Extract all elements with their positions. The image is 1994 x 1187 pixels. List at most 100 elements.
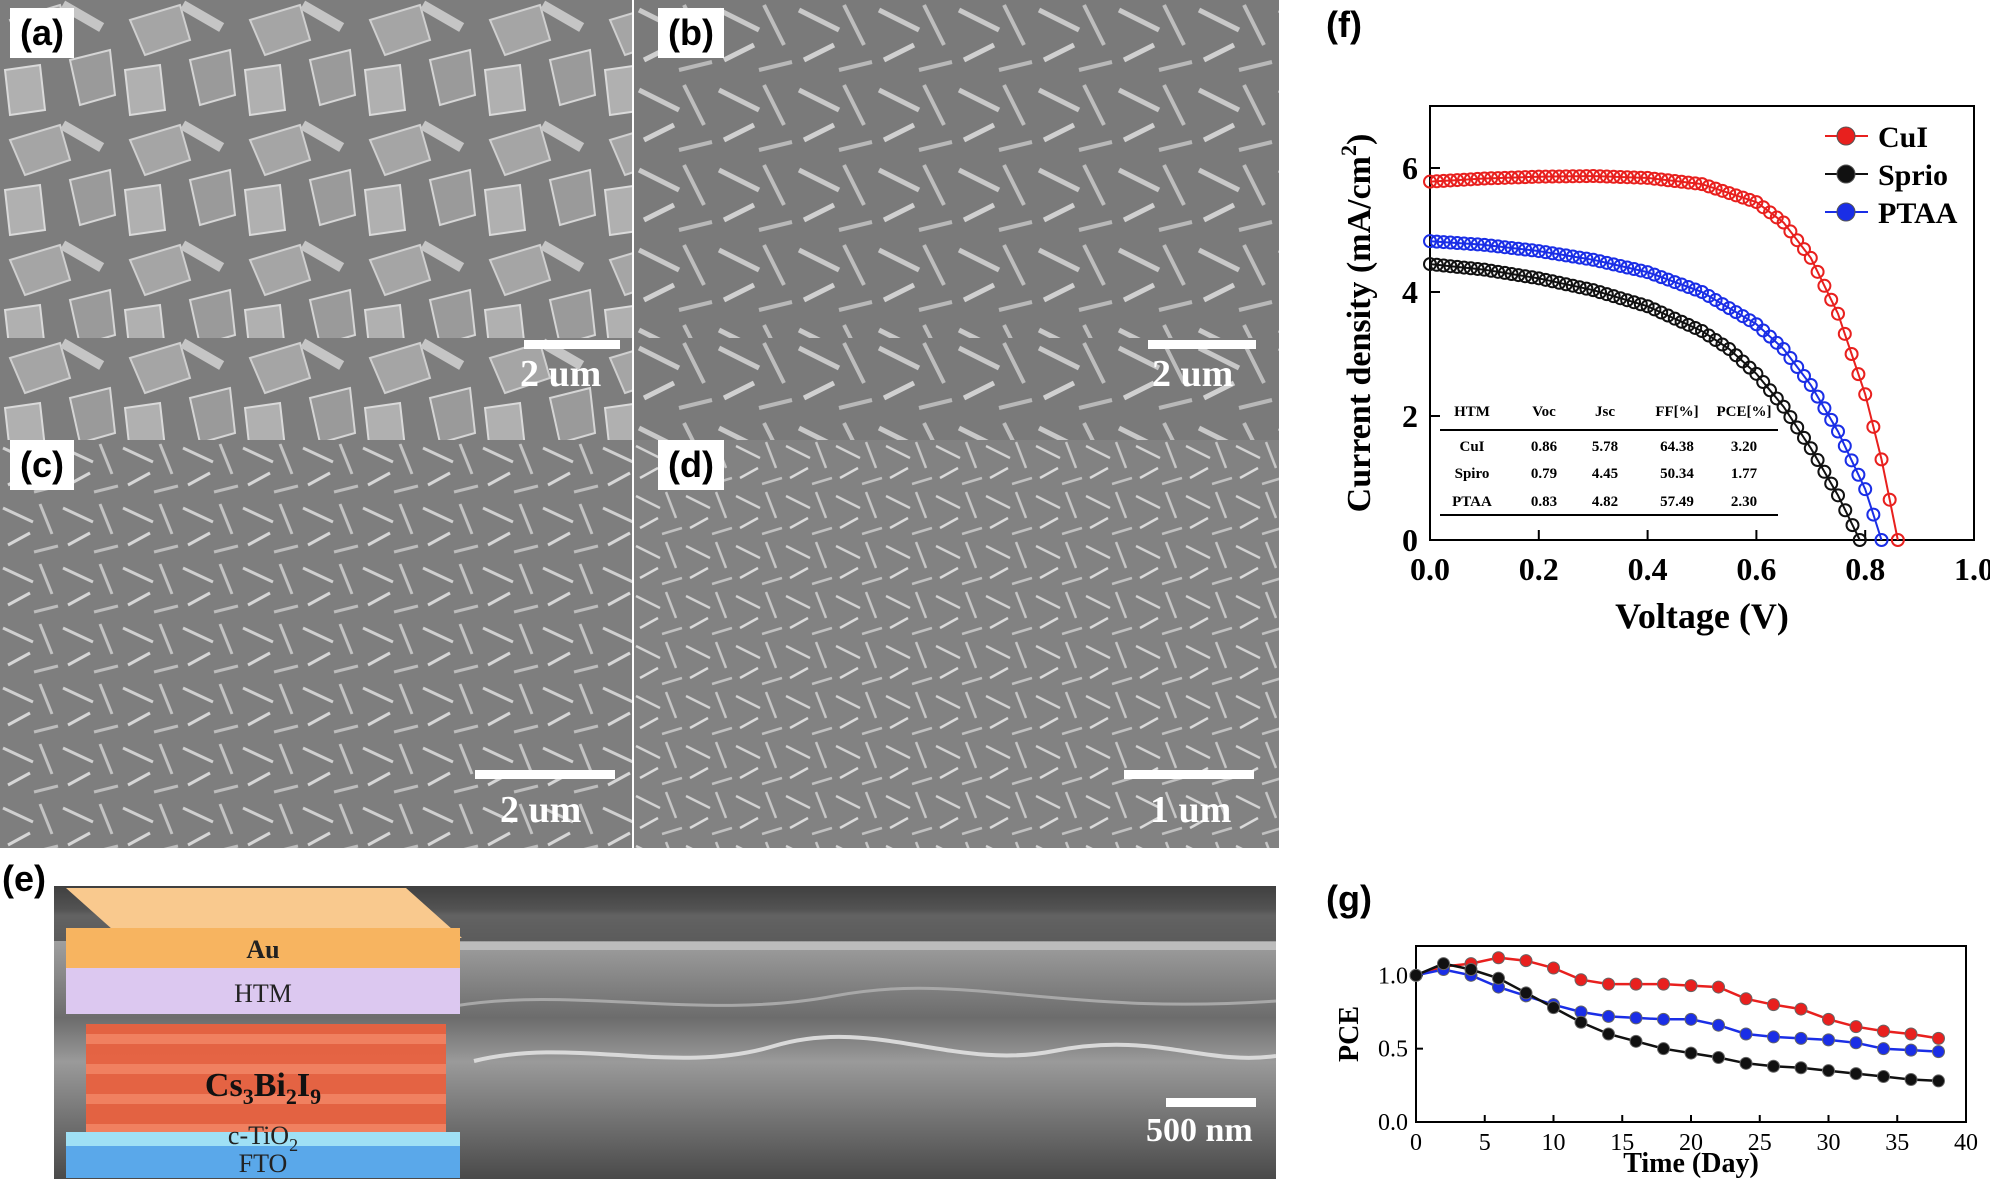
jv-point-CuI xyxy=(1667,174,1682,189)
jv-point-PTAA xyxy=(1531,244,1546,259)
stability-point-0 xyxy=(1712,980,1725,994)
jv-point-CuI xyxy=(1423,174,1437,189)
jv-point-Sprio xyxy=(1463,261,1478,276)
jv-point-PTAA xyxy=(1429,234,1444,249)
fto-label: FTO xyxy=(239,1149,288,1178)
stability-xtick-label: 35 xyxy=(1885,1130,1909,1156)
panel-label-f: (f) xyxy=(1326,4,1362,45)
jv-xtick-label: 0.0 xyxy=(1410,551,1450,587)
sem-texture-a-lower xyxy=(0,338,632,440)
jv-point-CuI xyxy=(1572,169,1587,184)
jv-series-line-Sprio xyxy=(1429,263,1861,541)
table-header: HTM xyxy=(1454,404,1490,420)
stability-point-2 xyxy=(1629,1034,1643,1048)
stability-point-1 xyxy=(1739,1027,1753,1041)
jv-point-Sprio xyxy=(1504,267,1519,282)
panel-label-a: (a) xyxy=(10,8,74,58)
stability-point-0 xyxy=(1739,992,1753,1006)
jv-point-PTAA xyxy=(1593,254,1607,269)
jv-point-CuI xyxy=(1661,173,1675,188)
jv-point-PTAA xyxy=(1874,533,1889,547)
jv-point-PTAA xyxy=(1538,245,1553,260)
scale-text-a: 2 um xyxy=(520,353,602,395)
jv-point-Sprio xyxy=(1545,274,1560,289)
stability-point-2 xyxy=(1492,971,1505,985)
jv-point-PTAA xyxy=(1606,257,1621,272)
jv-point-CuI xyxy=(1525,169,1539,184)
scale-text-c: 2 um xyxy=(500,789,582,831)
jv-point-PTAA xyxy=(1613,258,1628,273)
jv-point-Sprio xyxy=(1579,281,1594,296)
jv-point-PTAA xyxy=(1579,251,1594,266)
au-label: Au xyxy=(246,935,279,964)
stability-point-2 xyxy=(1932,1074,1945,1088)
jv-point-Sprio xyxy=(1518,269,1533,284)
stability-xtick-label: 20 xyxy=(1679,1130,1703,1156)
jv-point-Sprio xyxy=(1443,259,1458,274)
jv-point-CuI xyxy=(1450,173,1465,188)
jv-point-PTAA xyxy=(1518,242,1533,257)
stability-point-0 xyxy=(1629,977,1643,991)
jv-point-PTAA xyxy=(1790,360,1805,375)
table-cell: 0.79 xyxy=(1531,466,1557,482)
jv-point-CuI xyxy=(1776,215,1791,230)
stability-point-2 xyxy=(1574,1015,1588,1029)
jv-point-CuI xyxy=(1695,177,1709,192)
jv-point-PTAA xyxy=(1851,467,1866,482)
jv-point-CuI xyxy=(1511,170,1526,185)
jv-point-PTAA xyxy=(1674,277,1689,292)
stability-series xyxy=(1409,951,1945,1088)
jv-point-PTAA xyxy=(1572,250,1587,265)
jv-point-CuI xyxy=(1817,278,1832,293)
stability-point-2 xyxy=(1877,1070,1890,1084)
jv-point-Sprio xyxy=(1824,476,1839,491)
jv-point-Sprio xyxy=(1749,366,1764,381)
sem-texture-a xyxy=(0,0,632,338)
jv-ytick-label: 6 xyxy=(1402,150,1418,186)
stability-point-0 xyxy=(1519,954,1533,968)
jv-point-Sprio xyxy=(1423,257,1437,272)
jv-point-Sprio xyxy=(1450,259,1465,274)
jv-point-PTAA xyxy=(1817,401,1832,416)
jv-point-Sprio xyxy=(1667,311,1682,326)
jv-point-Sprio xyxy=(1436,258,1451,273)
jv-ylabel: Current density (mA/cm2) xyxy=(1336,134,1378,513)
jv-point-Sprio xyxy=(1565,278,1580,293)
stability-point-2 xyxy=(1684,1046,1698,1060)
jv-point-Sprio xyxy=(1470,261,1485,276)
jv-series-line-CuI xyxy=(1429,175,1899,541)
jv-point-Sprio xyxy=(1559,277,1573,292)
table-cell: 57.49 xyxy=(1660,494,1694,510)
jv-axes: 0.0 0.2 0.4 0.6 0.8 1.0 0 2 4 6 xyxy=(1402,150,1990,587)
jv-point-Sprio xyxy=(1769,391,1784,406)
legend-label-PTAA: PTAA xyxy=(1878,197,1958,230)
stability-point-2 xyxy=(1657,1042,1670,1056)
jv-legend: CuI Sprio PTAA xyxy=(1825,121,1958,230)
stability-point-0 xyxy=(1904,1027,1918,1041)
stability-point-1 xyxy=(1822,1033,1835,1047)
jv-point-CuI xyxy=(1579,169,1594,184)
jv-point-Sprio xyxy=(1633,297,1648,312)
jv-point-Sprio xyxy=(1552,275,1567,290)
sem-texture-b xyxy=(634,0,1279,338)
jv-point-CuI xyxy=(1674,174,1689,189)
table-cell: 0.83 xyxy=(1531,494,1557,510)
stability-point-0 xyxy=(1767,998,1780,1012)
table-cell: 3.20 xyxy=(1731,439,1757,455)
jv-point-PTAA xyxy=(1423,234,1437,249)
jv-point-CuI xyxy=(1866,419,1881,434)
table-cell: 64.38 xyxy=(1660,439,1694,455)
jv-point-PTAA xyxy=(1783,351,1798,366)
jv-point-CuI xyxy=(1688,176,1703,191)
jv-point-PTAA xyxy=(1722,301,1737,316)
stability-ytick-label: 1.0 xyxy=(1378,963,1408,989)
legend-marker-PTAA xyxy=(1836,202,1856,222)
stability-point-0 xyxy=(1602,977,1615,991)
sem-panel-b-lower: 2 um xyxy=(634,338,1279,440)
jv-point-Sprio xyxy=(1538,272,1553,287)
stability-ytick-label: 0.5 xyxy=(1378,1037,1408,1063)
table-cell: 4.45 xyxy=(1592,466,1618,482)
stability-point-2 xyxy=(1547,1001,1560,1015)
jv-point-PTAA xyxy=(1627,262,1641,277)
table-header: FF[%] xyxy=(1655,404,1698,420)
